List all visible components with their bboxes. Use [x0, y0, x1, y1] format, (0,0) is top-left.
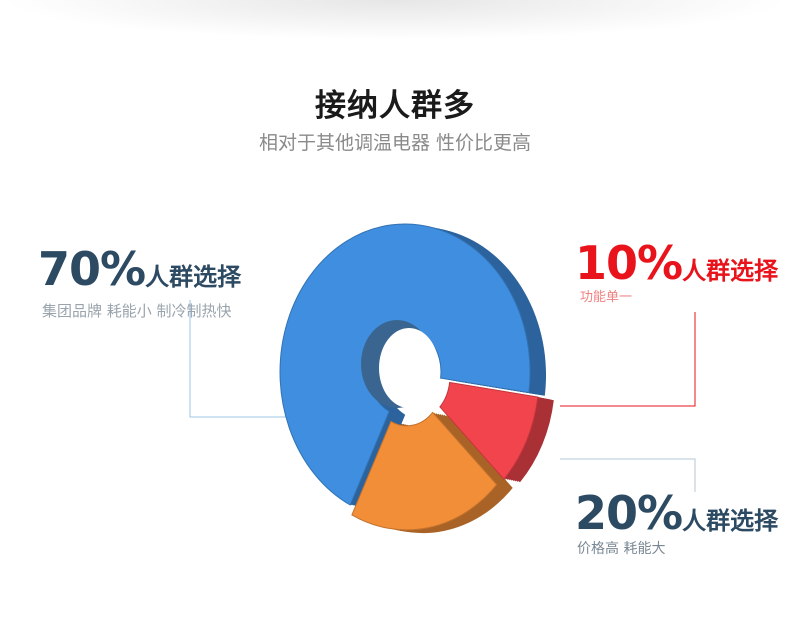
- group-20: 人群选择: [682, 507, 779, 535]
- top-shade: [0, 0, 790, 40]
- desc-10: 功能单一: [580, 290, 633, 305]
- label-20: 20%人群选择: [575, 486, 778, 540]
- pie-slice-20%: [351, 411, 498, 531]
- group-70: 人群选择: [145, 263, 242, 291]
- percent-10: 10%: [575, 236, 683, 290]
- page-subtitle: 相对于其他调温电器 性价比更高: [258, 132, 532, 154]
- desc-20: 价格高 耗能大: [577, 541, 666, 557]
- percent-20: 20%: [575, 486, 683, 540]
- page-title: 接纳人群多: [315, 88, 475, 124]
- donut-hole: [379, 328, 439, 408]
- leader-line-10: [560, 312, 696, 407]
- desc-70: 集团品牌 耗能小 制冷制热快: [42, 302, 232, 320]
- label-70: 70%人群选择: [38, 242, 241, 296]
- label-10: 10%人群选择: [575, 236, 778, 290]
- pie-slice-10%: [439, 381, 539, 480]
- group-10: 人群选择: [682, 257, 779, 285]
- leader-line-20: [560, 458, 696, 492]
- percent-70: 70%: [38, 242, 146, 296]
- leader-line-70: [189, 300, 325, 418]
